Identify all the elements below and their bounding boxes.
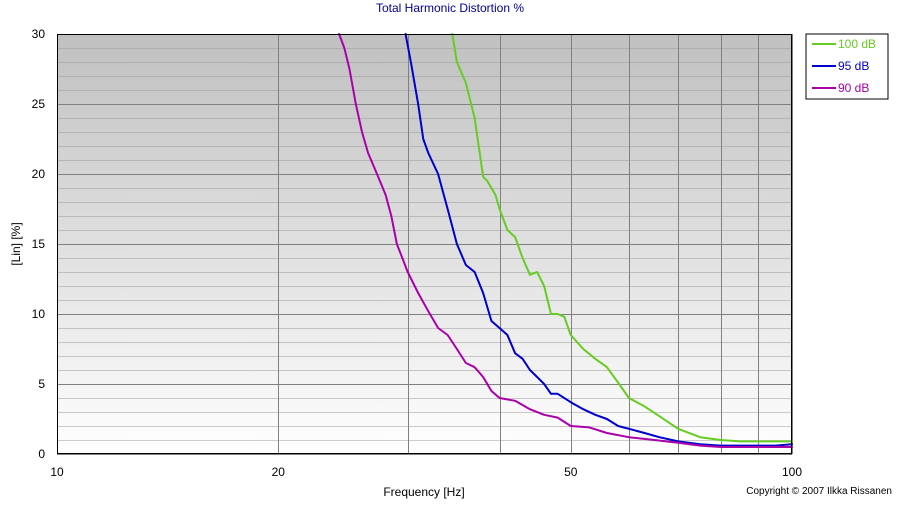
- x-axis-label: Frequency [Hz]: [383, 485, 464, 499]
- x-tick-label: 100: [782, 465, 802, 479]
- y-axis-label: [Lin] [%]: [9, 222, 23, 265]
- legend-label: 90 dB: [838, 81, 869, 95]
- plot-border: [57, 34, 792, 454]
- y-tick-label: 25: [32, 97, 46, 111]
- chart-title: Total Harmonic Distortion %: [376, 1, 524, 15]
- x-tick-label: 10: [50, 465, 64, 479]
- tick-labels: 0 5 10 15 20 25 30 10 20 50 100: [32, 27, 803, 479]
- y-tick-label: 0: [38, 447, 45, 461]
- grid-lines: [57, 34, 793, 455]
- y-tick-label: 5: [38, 377, 45, 391]
- y-tick-label: 30: [32, 27, 46, 41]
- x-tick-label: 20: [272, 465, 286, 479]
- copyright-note: Copyright © 2007 Ilkka Rissanen: [746, 486, 892, 497]
- series-line-90-db: [338, 33, 793, 448]
- legend-label: 100 dB: [838, 37, 876, 51]
- series-line-95-db: [404, 33, 793, 447]
- y-tick-label: 10: [32, 307, 46, 321]
- x-tick-label: 50: [564, 465, 578, 479]
- legend: 100 dB 95 dB 90 dB: [805, 33, 889, 100]
- y-tick-label: 15: [32, 237, 46, 251]
- legend-label: 95 dB: [838, 59, 869, 73]
- series-layer: [338, 33, 793, 448]
- y-tick-label: 20: [32, 167, 46, 181]
- series-line-100-db: [451, 33, 793, 443]
